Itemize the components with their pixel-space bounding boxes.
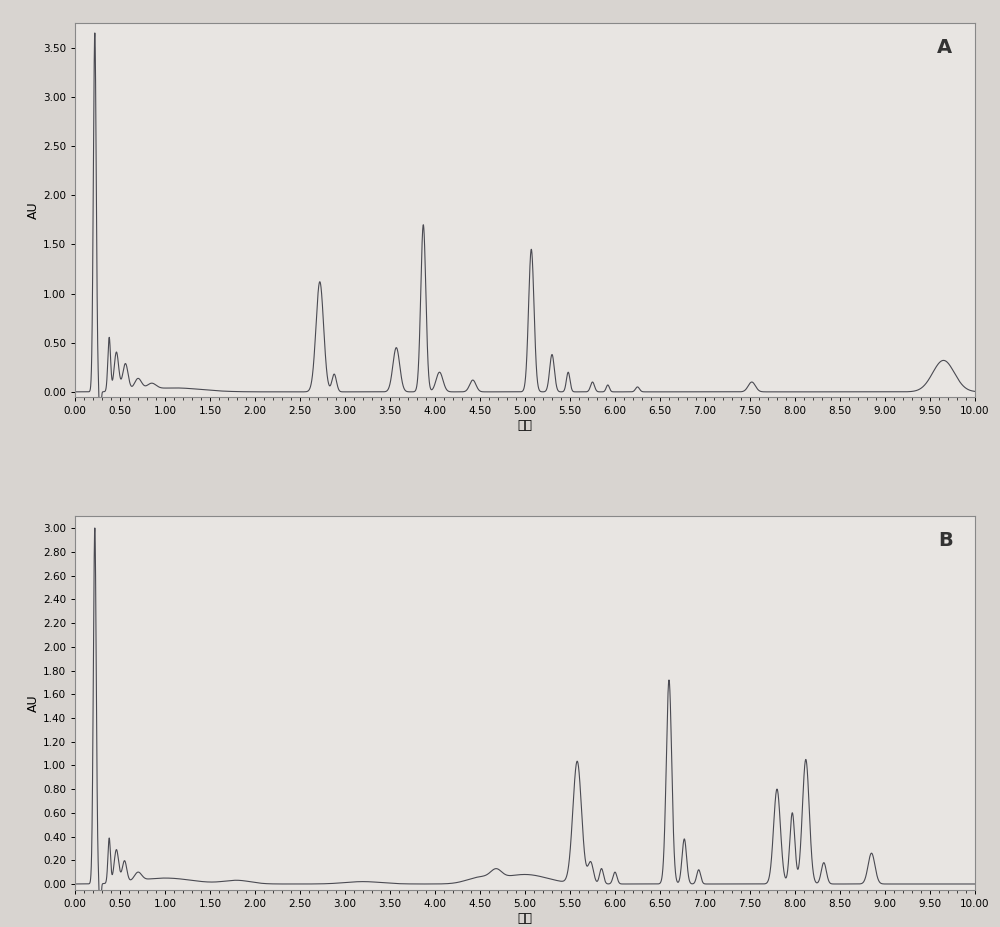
Y-axis label: AU: AU — [27, 694, 40, 712]
Y-axis label: AU: AU — [27, 201, 40, 219]
Text: A: A — [937, 38, 952, 57]
X-axis label: 分钟: 分钟 — [518, 912, 532, 925]
Text: B: B — [938, 531, 952, 551]
X-axis label: 分钟: 分钟 — [518, 419, 532, 432]
